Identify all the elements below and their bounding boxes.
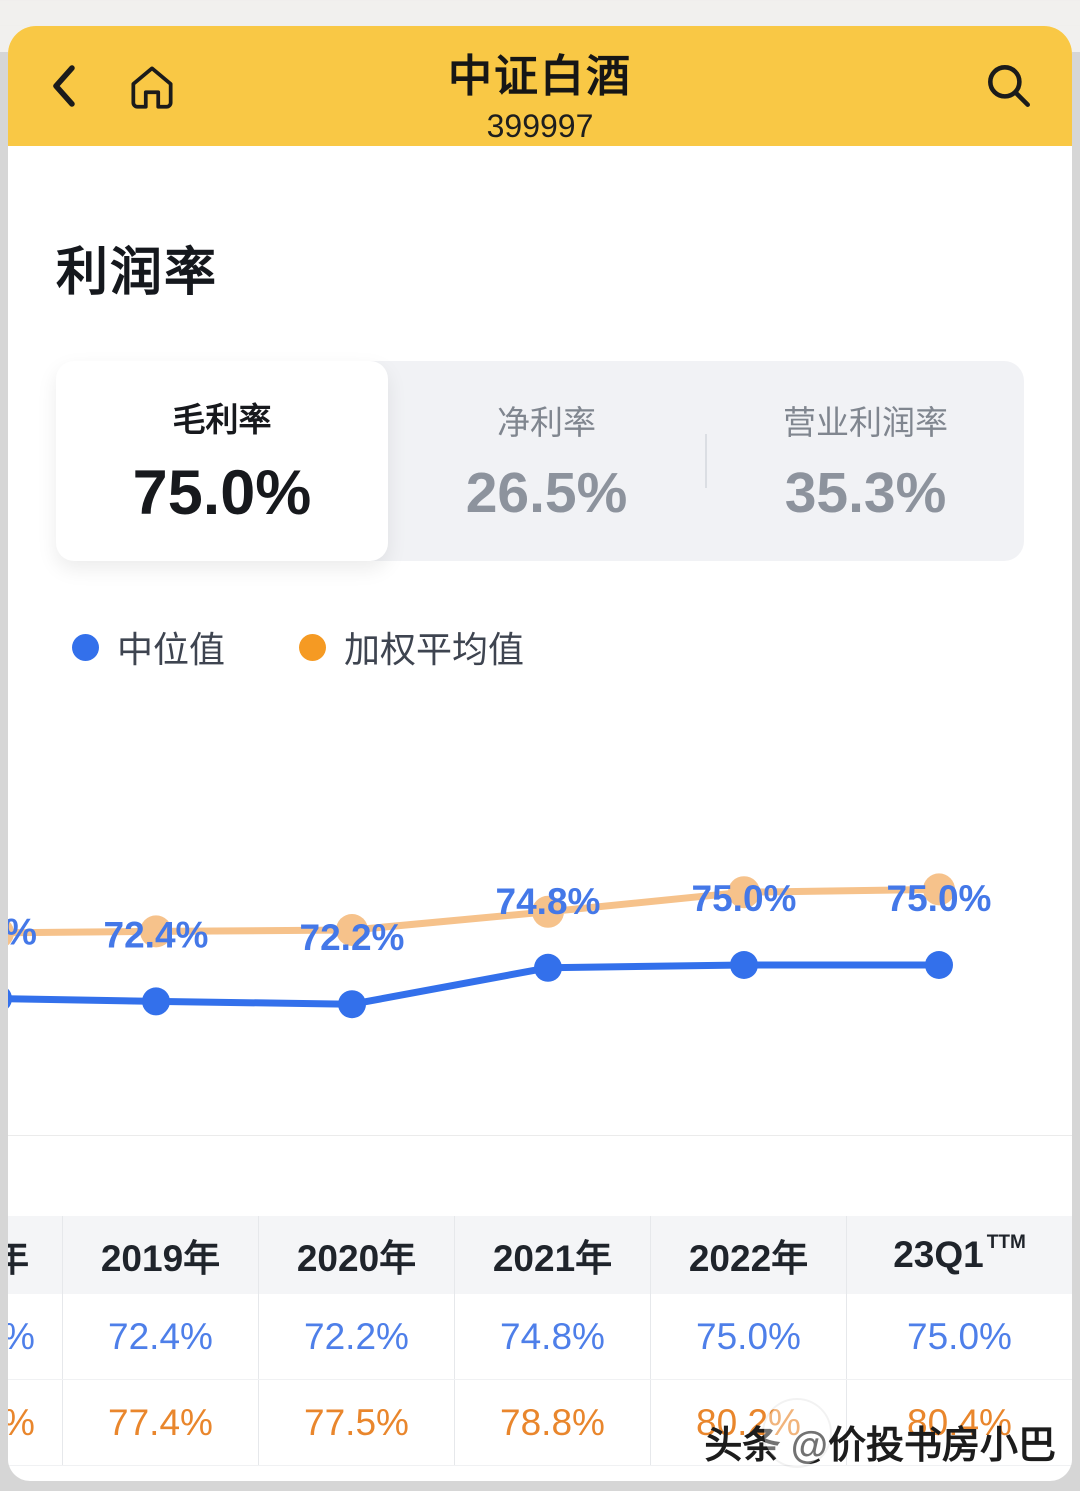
tab-label: 营业利润率 — [783, 404, 948, 441]
table-row-weighted-average: % 77.4% 77.5% 78.8% 80.2% 80.4% — [8, 1380, 1072, 1466]
table-cell: % — [8, 1294, 62, 1379]
table-cell: 72.2% — [258, 1294, 454, 1379]
svg-text:72.4%: 72.4% — [104, 914, 209, 955]
app-window: 中证白酒 399997 利润率 毛利率 75.0% 净利率 26.5% 营业利润… — [8, 26, 1072, 1481]
section-title: 利润率 — [56, 244, 219, 302]
legend-item-median: 中位值 — [72, 621, 225, 673]
home-icon[interactable] — [124, 58, 180, 114]
svg-text:75.0%: 75.0% — [887, 878, 992, 919]
legend-item-weighted-average: 加权平均值 — [299, 621, 524, 673]
tab-label: 净利率 — [497, 404, 596, 441]
table-header-cell: 年 — [8, 1238, 29, 1279]
tab-value: 26.5% — [465, 461, 628, 525]
table-cell: 75.0% — [846, 1294, 1072, 1379]
page-title: 中证白酒 — [448, 52, 632, 101]
search-icon[interactable] — [982, 59, 1036, 113]
table-row-median: % 72.4% 72.2% 74.8% 75.0% 75.0% — [8, 1294, 1072, 1380]
table-cell: 78.8% — [454, 1380, 650, 1465]
table-header-cell-ttm: 23Q1 TTM — [846, 1216, 1072, 1294]
table-cell: 77.5% — [258, 1380, 454, 1465]
section-divider — [8, 1135, 1072, 1136]
nav-left-group — [44, 58, 180, 114]
watermark-text: 头条 @价投书房小巴 — [704, 1425, 1056, 1467]
profit-margin-line-chart: % 72.4% 72.2% 74.8% 75.0% 75.0% — [8, 873, 992, 1019]
legend-label: 加权平均值 — [344, 629, 525, 670]
svg-text:75.0%: 75.0% — [692, 878, 797, 919]
table-cell: 75.0% — [650, 1294, 846, 1379]
svg-text:74.8%: 74.8% — [496, 881, 601, 922]
tab-net-margin[interactable]: 净利率 26.5% — [388, 361, 705, 561]
legend-label: 中位值 — [117, 629, 226, 670]
table-header-cell: 2019年 — [62, 1216, 258, 1294]
svg-text:%: % — [8, 912, 37, 953]
ttm-superscript: TTM — [986, 1232, 1026, 1253]
title-block: 中证白酒 399997 — [448, 40, 632, 145]
table-cell: 77.4% — [62, 1380, 258, 1465]
median-dot-icon — [72, 633, 99, 661]
table-header-cell: 2022年 — [650, 1216, 846, 1294]
table-header-row: 年 2019年 2020年 2021年 2022年 23Q1 TTM — [8, 1216, 1072, 1294]
tab-value: 35.3% — [784, 461, 947, 525]
table-cell: 74.8% — [454, 1294, 650, 1379]
table-cell: 80.2% — [650, 1380, 846, 1465]
table-header-cell: 2021年 — [454, 1216, 650, 1294]
back-icon[interactable] — [44, 60, 84, 112]
tab-value: 75.0% — [132, 458, 312, 528]
watermark-logo-circle — [764, 1400, 831, 1466]
table-cell: 72.4% — [62, 1294, 258, 1379]
metric-tabs: 毛利率 75.0% 净利率 26.5% 营业利润率 35.3% — [56, 361, 1024, 561]
index-code: 399997 — [486, 108, 594, 144]
tab-operating-margin[interactable]: 营业利润率 35.3% — [707, 361, 1024, 561]
tab-gross-margin[interactable]: 毛利率 75.0% — [56, 361, 388, 561]
weighted-average-dot-icon — [299, 633, 327, 661]
tab-divider — [705, 434, 707, 488]
table-header-cell: 2020年 — [258, 1216, 454, 1294]
tab-label: 毛利率 — [172, 401, 272, 438]
watermark: 头条 @价投书房小巴 — [704, 1400, 1056, 1469]
table-cell: % — [8, 1380, 62, 1465]
chart-legend: 中位值 加权平均值 — [72, 621, 1072, 673]
svg-text:72.2%: 72.2% — [300, 917, 405, 958]
top-navbar: 中证白酒 399997 — [8, 26, 1072, 146]
table-cell: 80.4% — [846, 1380, 1072, 1465]
